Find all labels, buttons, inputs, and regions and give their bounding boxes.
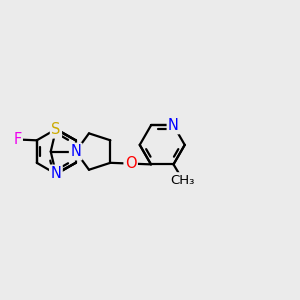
Text: N: N [168,118,179,133]
Text: S: S [51,122,61,137]
Text: N: N [50,166,62,181]
Text: CH₃: CH₃ [171,173,195,187]
Text: F: F [13,132,22,147]
Text: O: O [125,156,136,171]
Text: N: N [70,144,81,159]
